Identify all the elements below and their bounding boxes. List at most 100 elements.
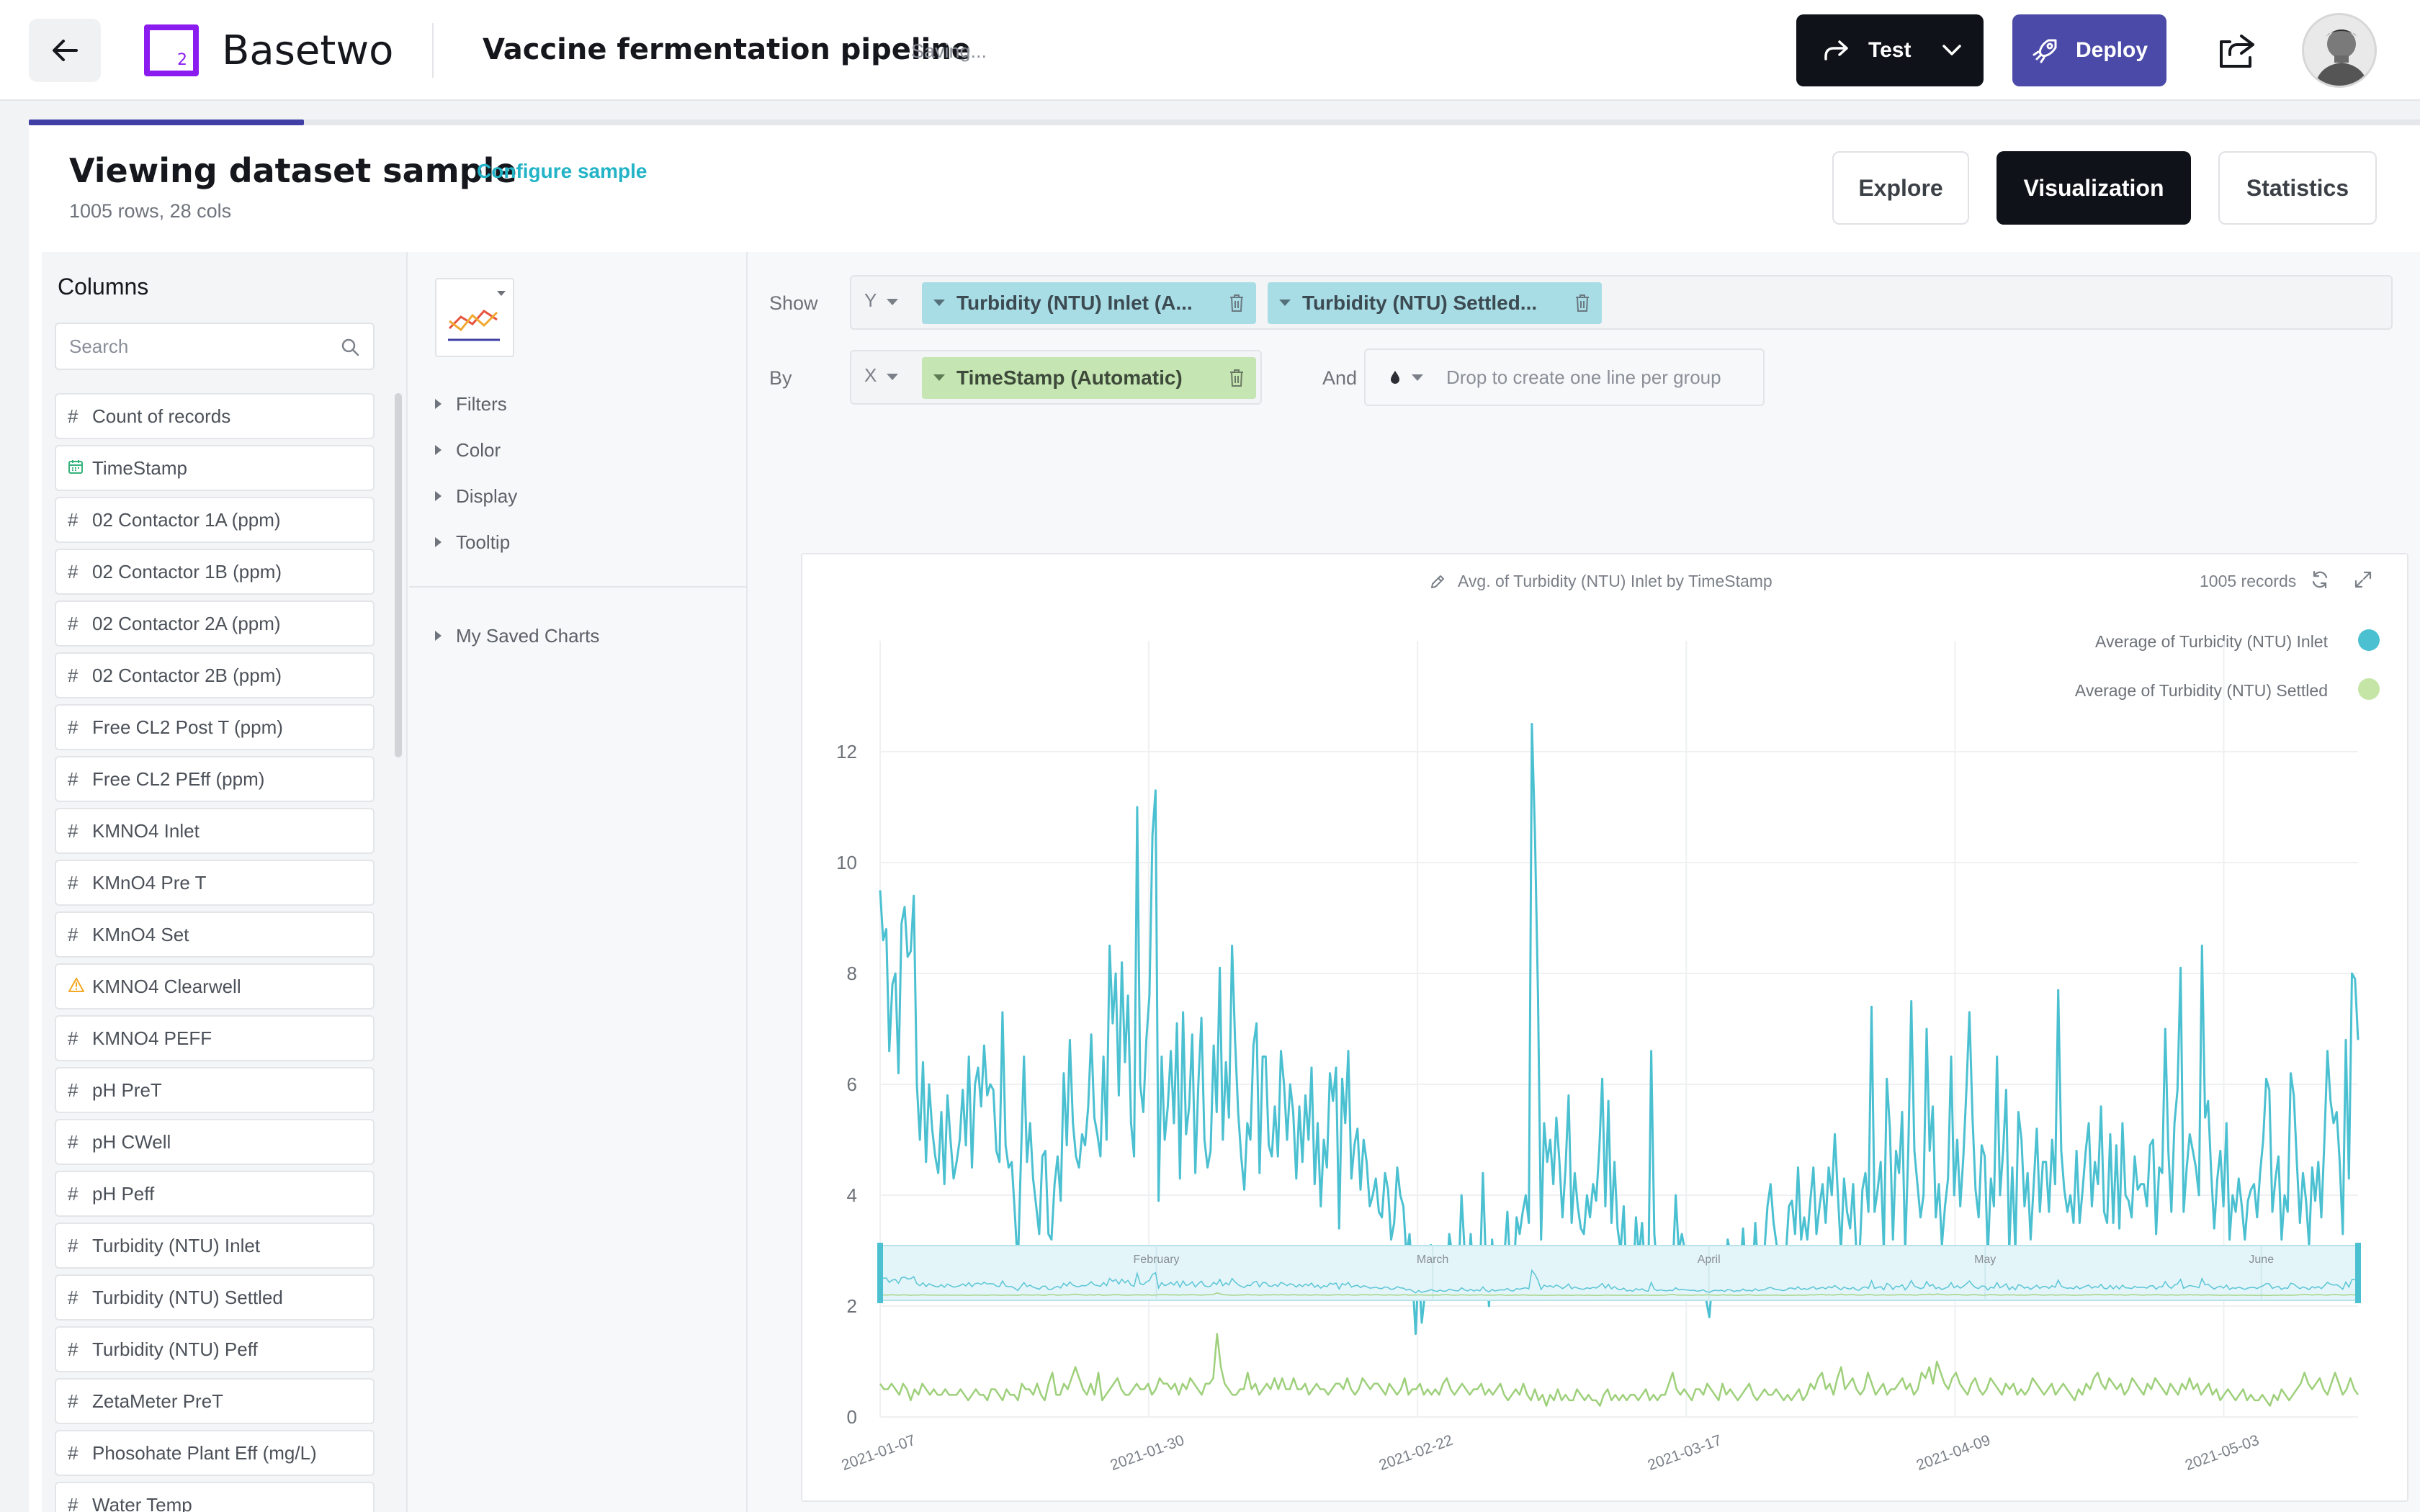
chevron-down-icon[interactable] — [1940, 39, 1963, 62]
chart-title[interactable]: Avg. of Turbidity (NTU) Inlet by TimeSta… — [1429, 572, 1773, 591]
legend-item-inlet[interactable]: Average of Turbidity (NTU) Inlet — [2095, 632, 2328, 651]
y-pill-inlet-label: Turbidity (NTU) Inlet (A... — [956, 292, 1193, 314]
column-item[interactable]: # KMNO4 PEFF — [55, 1015, 375, 1061]
column-item[interactable]: # KMnO4 Pre T — [55, 860, 375, 906]
test-button[interactable]: Test — [1796, 14, 1984, 86]
line-chart-icon — [448, 291, 506, 341]
color-section[interactable]: Color — [435, 439, 501, 462]
search-icon — [341, 338, 359, 356]
caret-down-icon[interactable] — [933, 300, 945, 306]
pencil-icon[interactable] — [1429, 573, 1446, 590]
column-item[interactable]: # KMnO4 Set — [55, 912, 375, 958]
range-brush[interactable] — [879, 1245, 2359, 1301]
display-section[interactable]: Display — [435, 485, 517, 508]
chart-card: Avg. of Turbidity (NTU) Inlet by TimeSta… — [801, 553, 2410, 1503]
column-item[interactable]: # pH CWell — [55, 1119, 375, 1165]
x-axis-title: TimeStamp — [1567, 1500, 1671, 1503]
column-item-label: KMnO4 Set — [92, 923, 189, 945]
column-item[interactable]: #02 Contactor 1A (ppm) — [55, 497, 375, 543]
trash-icon[interactable] — [1229, 294, 1245, 312]
series-line-settled[interactable] — [879, 1333, 2360, 1407]
columns-title: Columns — [58, 274, 149, 300]
caret-down-icon[interactable] — [1412, 374, 1423, 381]
back-button[interactable] — [29, 19, 101, 82]
numeric-type-icon: # — [68, 508, 79, 531]
brand-name: Basetwo — [222, 27, 394, 74]
tab-statistics[interactable]: Statistics — [2218, 151, 2377, 225]
caret-down-icon[interactable] — [1279, 300, 1291, 306]
y-axis-selector[interactable]: Y — [864, 289, 899, 312]
share-arrow-icon — [1824, 40, 1848, 60]
numeric-type-icon: # — [68, 1027, 79, 1049]
line-chart[interactable]: 0 2 4 6 8 10 12 2021-01-07 2021-01-30 2021-02-22 2… — [802, 554, 2410, 1503]
legend-marker-inlet[interactable] — [2358, 629, 2380, 651]
brush-tick-label: May — [1974, 1254, 1996, 1266]
saved-charts-section[interactable]: My Saved Charts — [435, 625, 599, 647]
deploy-button[interactable]: Deploy — [2012, 14, 2166, 86]
brush-tick-label: June — [2249, 1254, 2274, 1266]
trash-icon[interactable] — [1574, 294, 1590, 312]
group-drop-zone[interactable]: Drop to create one line per group — [1364, 348, 1765, 406]
column-item[interactable]: # KMNO4 Inlet — [55, 808, 375, 854]
y-pill-settled[interactable]: Turbidity (NTU) Settled... — [1268, 282, 1602, 324]
test-button-label: Test — [1868, 38, 1912, 62]
tab-visualization[interactable]: Visualization — [1996, 151, 2191, 225]
x-axis-selector[interactable]: X — [864, 364, 899, 387]
series-line-inlet[interactable] — [879, 723, 2360, 1335]
column-item[interactable]: TimeStamp — [55, 445, 375, 491]
refresh-icon[interactable] — [2309, 569, 2331, 590]
trash-icon[interactable] — [1229, 369, 1245, 387]
y-shelf[interactable]: Y Turbidity (NTU) Inlet (A... Turbidity … — [850, 275, 2393, 330]
tooltip-label: Tooltip — [456, 531, 511, 553]
x-shelf[interactable]: X TimeStamp (Automatic) — [850, 350, 1262, 405]
numeric-type-icon: # — [68, 871, 79, 894]
column-item[interactable]: # Turbidity (NTU) Peff — [55, 1326, 375, 1372]
user-avatar[interactable] — [2302, 13, 2377, 88]
numeric-type-icon: # — [68, 1234, 79, 1256]
y-tick-label: 4 — [847, 1184, 857, 1206]
x-pill-timestamp[interactable]: TimeStamp (Automatic) — [922, 357, 1256, 399]
export-button[interactable] — [2214, 27, 2260, 73]
brush-handle-right[interactable] — [2355, 1243, 2361, 1303]
chart-type-selector[interactable] — [435, 278, 514, 357]
save-status: Saving... — [911, 40, 987, 62]
columns-search-input[interactable]: Search — [55, 323, 375, 370]
column-item[interactable]: # Count of records — [55, 393, 375, 439]
saved-charts-label: My Saved Charts — [456, 625, 600, 647]
column-item[interactable]: #02 Contactor 2A (ppm) — [55, 600, 375, 647]
load-progress-fill — [29, 120, 304, 125]
color-label: Color — [456, 439, 501, 461]
brush-line-inlet — [879, 1269, 2359, 1294]
legend-marker-settled[interactable] — [2358, 678, 2380, 700]
column-item[interactable]: # Free CL2 Post T (ppm) — [55, 704, 375, 750]
column-item[interactable]: # ZetaMeter PreT — [55, 1378, 375, 1424]
column-item[interactable]: # Phosohate Plant Eff (mg/L) — [55, 1430, 375, 1476]
x-tick-label: 2021-01-30 — [1108, 1432, 1186, 1474]
project-title[interactable]: Vaccine fermentation pipeline — [483, 33, 971, 66]
legend-item-settled[interactable]: Average of Turbidity (NTU) Settled — [2074, 681, 2328, 700]
columns-scrollbar[interactable] — [395, 393, 402, 757]
filters-section[interactable]: Filters — [435, 393, 507, 415]
expand-icon[interactable] — [2352, 569, 2374, 590]
column-item-label: ZetaMeter PreT — [92, 1390, 224, 1412]
y-pill-inlet[interactable]: Turbidity (NTU) Inlet (A... — [922, 282, 1256, 324]
tooltip-section[interactable]: Tooltip — [435, 531, 510, 554]
tab-explore[interactable]: Explore — [1832, 151, 1969, 225]
configure-sample-link[interactable]: Configure sample — [477, 160, 647, 182]
column-item-label: KMNO4 PEFF — [92, 1027, 212, 1049]
numeric-type-icon: # — [68, 1390, 79, 1412]
column-item[interactable]: #02 Contactor 1B (ppm) — [55, 549, 375, 595]
brush-tick-label: February — [1134, 1254, 1180, 1266]
caret-down-icon[interactable] — [933, 374, 945, 381]
column-item[interactable]: # pH Peff — [55, 1171, 375, 1217]
column-item[interactable]: #02 Contactor 2B (ppm) — [55, 652, 375, 698]
column-item[interactable]: # Water Temp — [55, 1482, 375, 1512]
column-item[interactable]: # Turbidity (NTU) Inlet — [55, 1223, 375, 1269]
brush-handle-left[interactable] — [877, 1243, 883, 1303]
column-item[interactable]: # Free CL2 PEff (ppm) — [55, 756, 375, 802]
column-item-label: Count of records — [92, 405, 231, 427]
column-item[interactable]: KMNO4 Clearwell — [55, 963, 375, 1009]
column-item[interactable]: # Turbidity (NTU) Settled — [55, 1274, 375, 1320]
y-tick-label: 8 — [847, 963, 857, 984]
column-item[interactable]: # pH PreT — [55, 1067, 375, 1113]
